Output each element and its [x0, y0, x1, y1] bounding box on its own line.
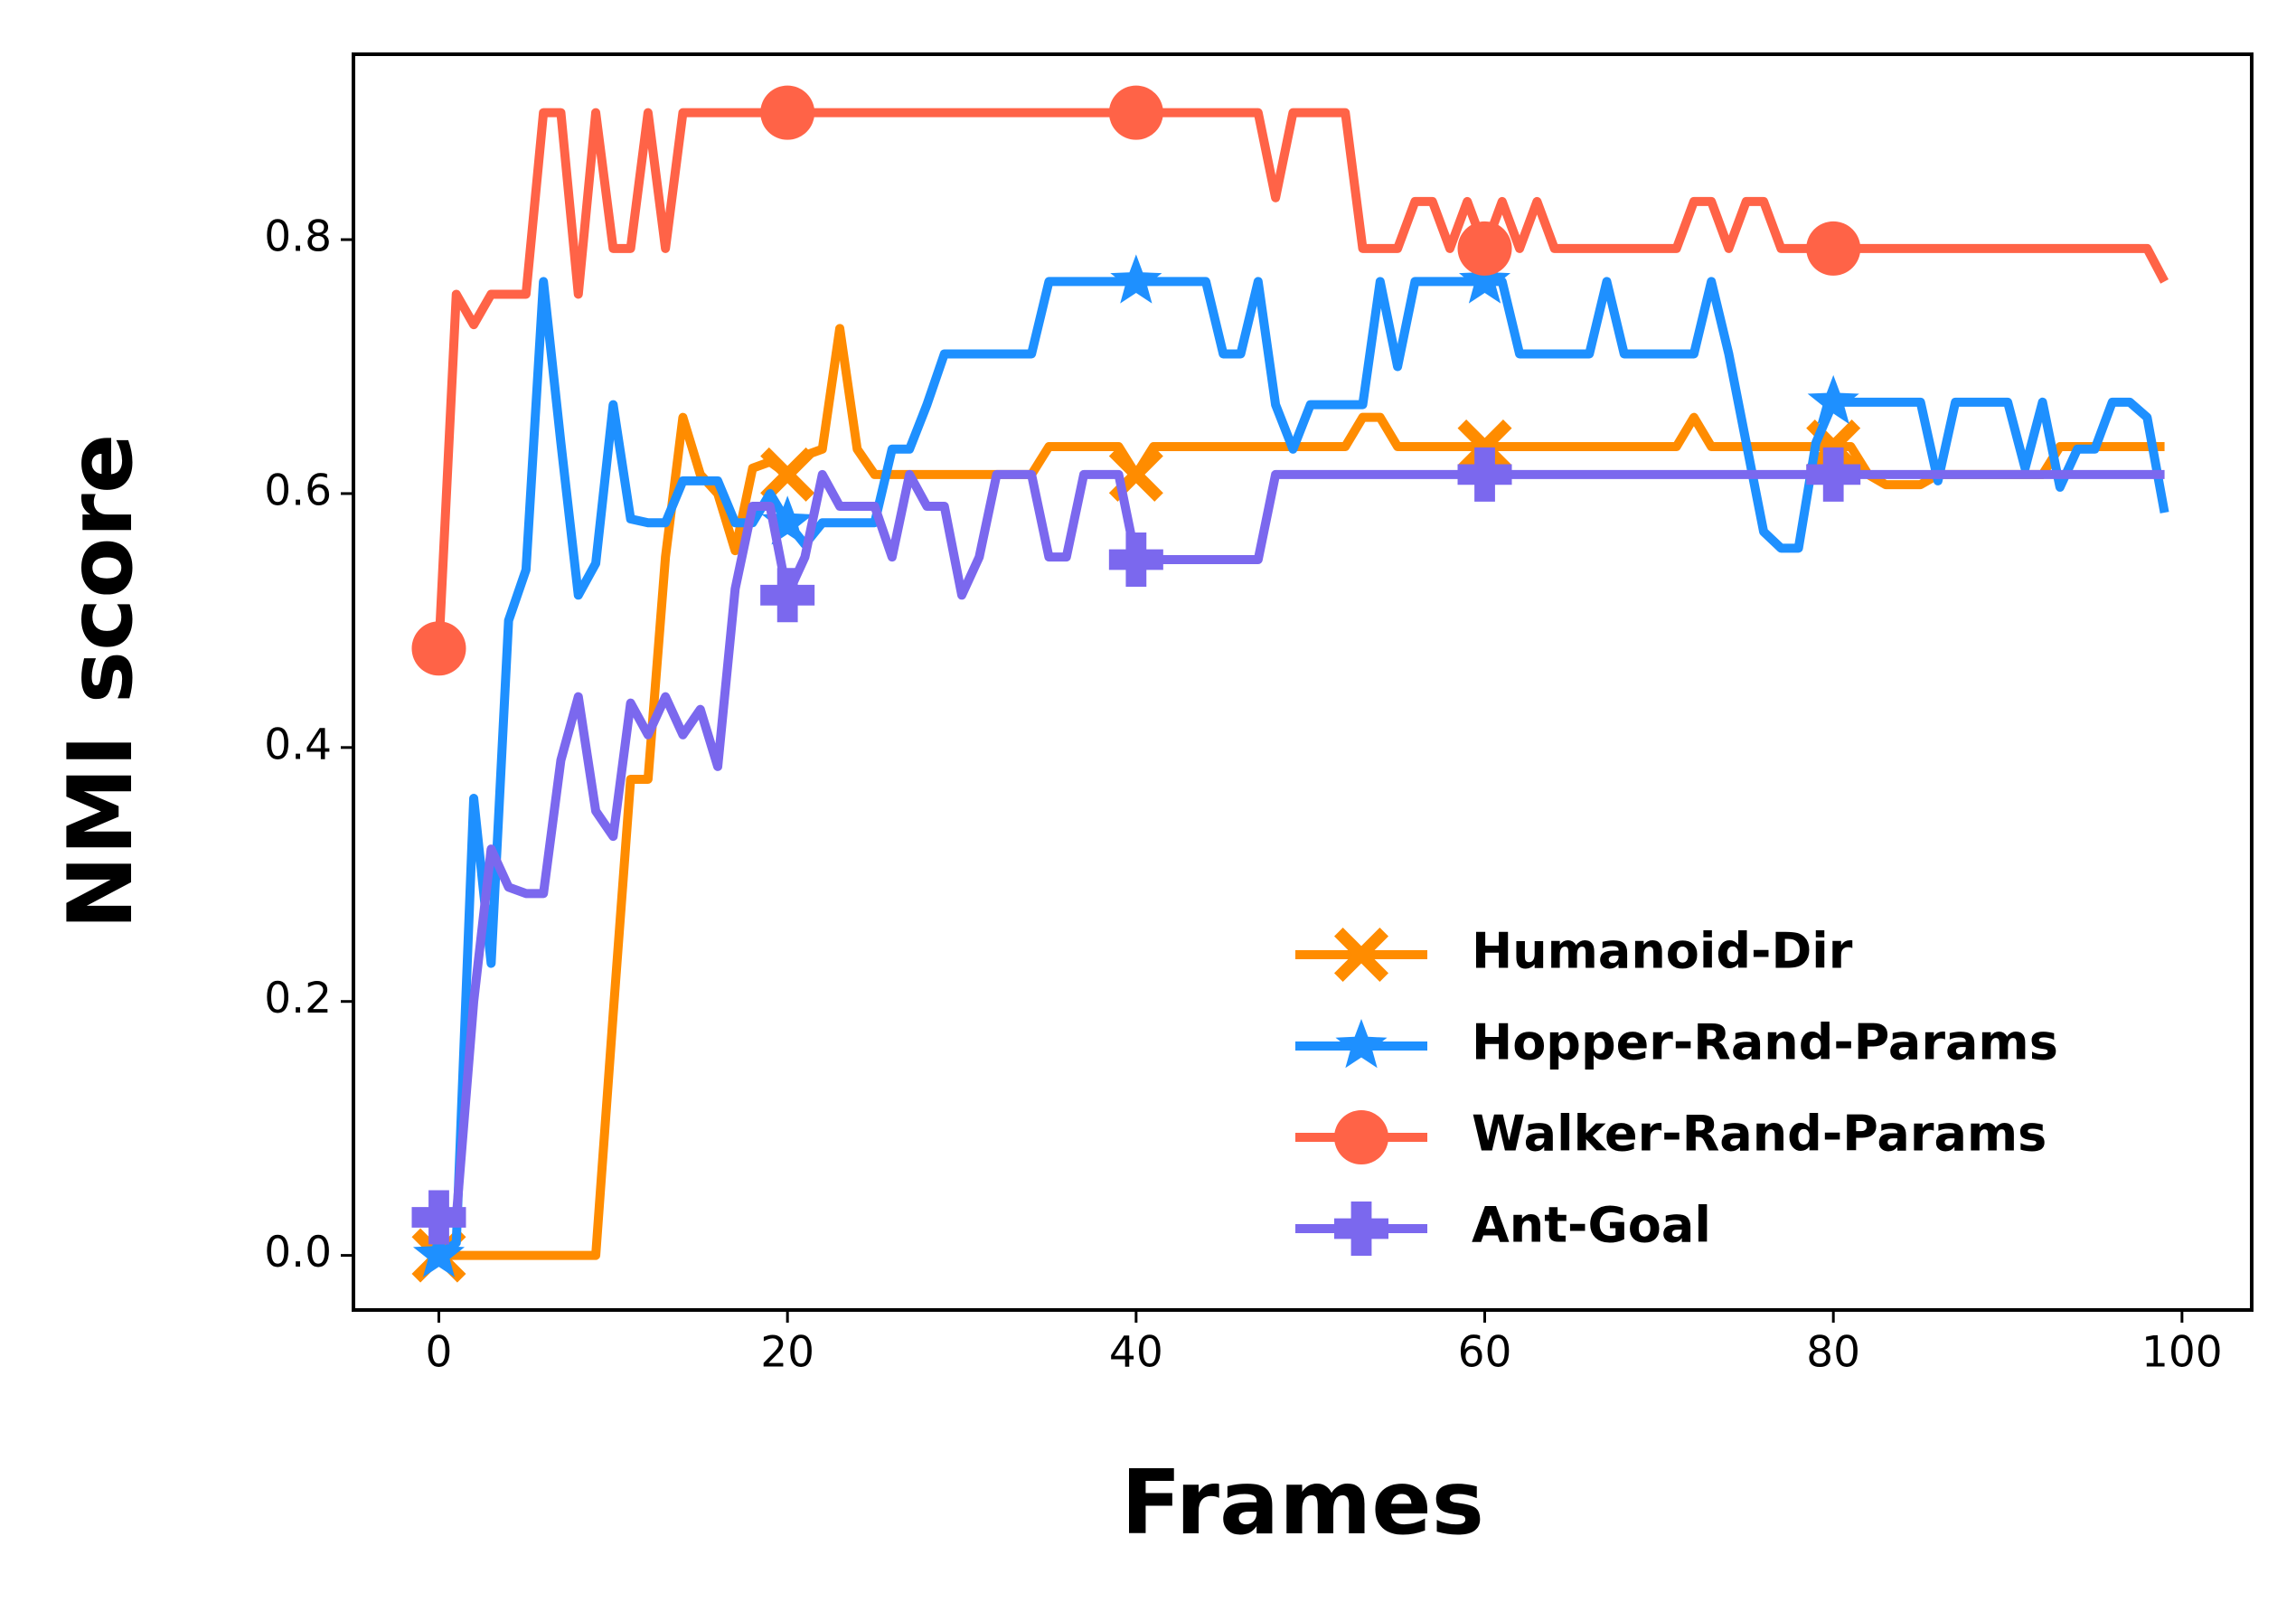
- legend-marker: [1335, 1019, 1388, 1069]
- legend-marker: [1334, 1202, 1388, 1256]
- marker: [760, 85, 815, 140]
- marker: [1108, 532, 1163, 587]
- marker: [761, 495, 814, 545]
- legend-marker: [1334, 1110, 1388, 1164]
- y-tick-label: 0.6: [264, 466, 332, 515]
- y-tick-label: 0.8: [264, 212, 332, 262]
- marker: [1806, 447, 1861, 502]
- marker: [1110, 254, 1162, 304]
- legend-label: Walker-Rand-Params: [1472, 1106, 2047, 1163]
- marker: [1457, 447, 1512, 502]
- marker: [1457, 221, 1512, 276]
- legend-label: Humanoid-Dir: [1472, 923, 1853, 980]
- y-tick-label: 0.4: [264, 720, 332, 769]
- series-line: [438, 324, 2165, 1260]
- marker: [411, 1190, 466, 1245]
- marker: [1806, 221, 1861, 276]
- x-tick-label: 0: [426, 1328, 453, 1378]
- x-tick-label: 80: [1806, 1328, 1860, 1378]
- marker: [412, 1228, 466, 1277]
- marker: [1807, 374, 1859, 425]
- x-tick-label: 40: [1109, 1328, 1163, 1378]
- x-tick-label: 100: [2141, 1328, 2223, 1378]
- marker: [760, 447, 815, 502]
- marker: [1457, 419, 1512, 474]
- x-tick-label: 60: [1458, 1328, 1512, 1378]
- y-axis-label: NMI score: [50, 434, 153, 930]
- legend-label: Ant-Goal: [1472, 1197, 1711, 1254]
- x-axis-label: Frames: [1121, 1452, 1484, 1555]
- legend-label: Hopper-Rand-Params: [1472, 1014, 2058, 1071]
- series-line: [438, 469, 2165, 1222]
- y-tick-label: 0.2: [264, 974, 332, 1023]
- x-tick-label: 20: [760, 1328, 814, 1378]
- marker: [760, 568, 815, 623]
- series-line: [436, 277, 2169, 1259]
- marker: [1108, 85, 1163, 140]
- marker: [1458, 254, 1511, 304]
- y-tick-label: 0.0: [264, 1228, 332, 1277]
- marker: [411, 621, 466, 676]
- plot-frame: [352, 52, 2254, 1312]
- legend-marker: [1334, 928, 1388, 982]
- series-line: [434, 108, 2169, 649]
